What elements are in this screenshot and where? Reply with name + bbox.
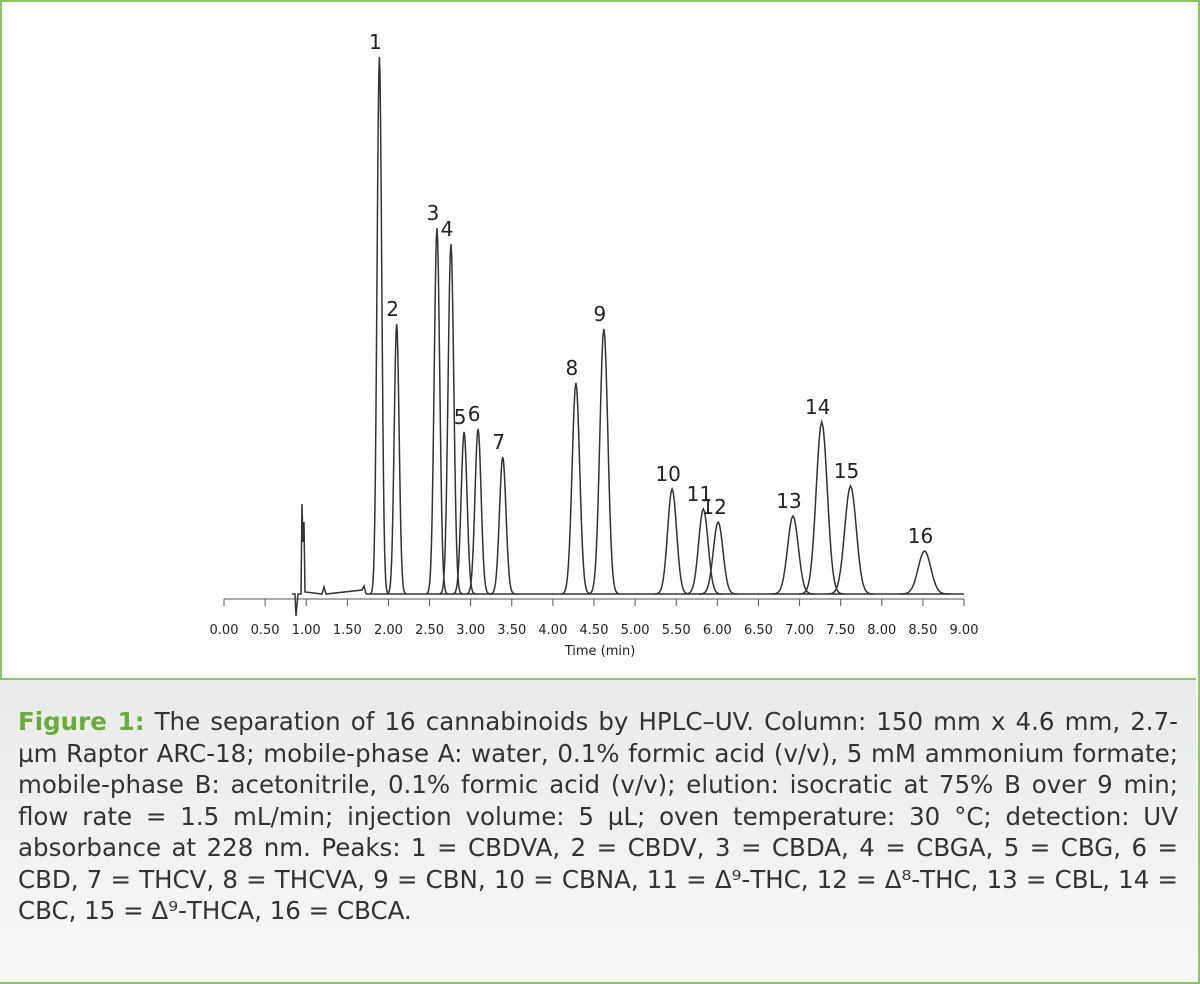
peak [452, 431, 476, 595]
peak [771, 514, 815, 595]
x-tick-label: 0.00 [210, 623, 239, 638]
peak-label: 12 [701, 495, 726, 519]
caption: Figure 1: The separation of 16 cannabino… [18, 706, 1178, 927]
x-tick-label: 5.50 [662, 623, 691, 638]
x-tick-label: 3.50 [497, 623, 526, 638]
peak-label: 3 [427, 201, 440, 225]
x-tick-label: 2.50 [415, 623, 444, 638]
peak [827, 484, 874, 595]
x-tick-label: 9.00 [950, 623, 979, 638]
peak-label: 6 [468, 402, 481, 426]
peak [587, 328, 620, 595]
x-tick-label: 6.50 [744, 623, 773, 638]
x-tick-label: 0.50 [251, 623, 280, 638]
peak-label: 8 [566, 356, 579, 380]
x-axis-label: Time (min) [564, 644, 636, 659]
x-tick-label: 1.50 [333, 623, 362, 638]
peak [799, 419, 845, 595]
caption-label: Figure 1: [18, 707, 145, 736]
peak-label: 10 [655, 462, 680, 486]
peak [489, 456, 516, 595]
peak-label: 13 [776, 489, 801, 513]
x-tick-label: 4.50 [580, 623, 609, 638]
peak [425, 227, 449, 595]
x-tick-label: 7.00 [785, 623, 814, 638]
peak-label: 1 [369, 30, 382, 54]
x-tick-label: 4.00 [538, 623, 567, 638]
peak-label: 15 [834, 459, 859, 483]
peak [698, 520, 738, 595]
x-tick-label: 6.00 [703, 623, 732, 638]
peak-label: 14 [805, 395, 830, 419]
peak-label: 9 [593, 302, 606, 326]
x-tick-label: 8.50 [908, 623, 937, 638]
peak [465, 428, 491, 595]
caption-box: Figure 1: The separation of 16 cannabino… [0, 678, 1196, 982]
peak-label: 2 [386, 297, 399, 321]
x-tick-label: 2.00 [374, 623, 403, 638]
peak [439, 243, 463, 595]
peak [899, 550, 950, 595]
x-tick-label: 8.00 [867, 623, 896, 638]
x-tick-label: 7.50 [826, 623, 855, 638]
peak [560, 382, 592, 595]
peak-label: 4 [441, 217, 454, 241]
caption-text: The separation of 16 cannabinoids by HPL… [18, 707, 1178, 925]
peak-label: 11 [687, 482, 712, 506]
x-tick-label: 1.00 [292, 623, 321, 638]
chart: Time (min) 0.00 0.50 1.00 1.50 2.00 2.50 3.00 3… [210, 30, 979, 659]
x-tick-label: 5.00 [621, 623, 650, 638]
peak [684, 507, 723, 595]
peak-label: 7 [492, 430, 505, 454]
injection-disturbance [292, 503, 367, 617]
x-tick-label: 3.00 [456, 623, 485, 638]
peak [654, 486, 691, 595]
peak-label: 5 [454, 405, 467, 429]
peak [369, 56, 390, 595]
peak [386, 323, 407, 595]
peak-label: 16 [908, 524, 933, 548]
